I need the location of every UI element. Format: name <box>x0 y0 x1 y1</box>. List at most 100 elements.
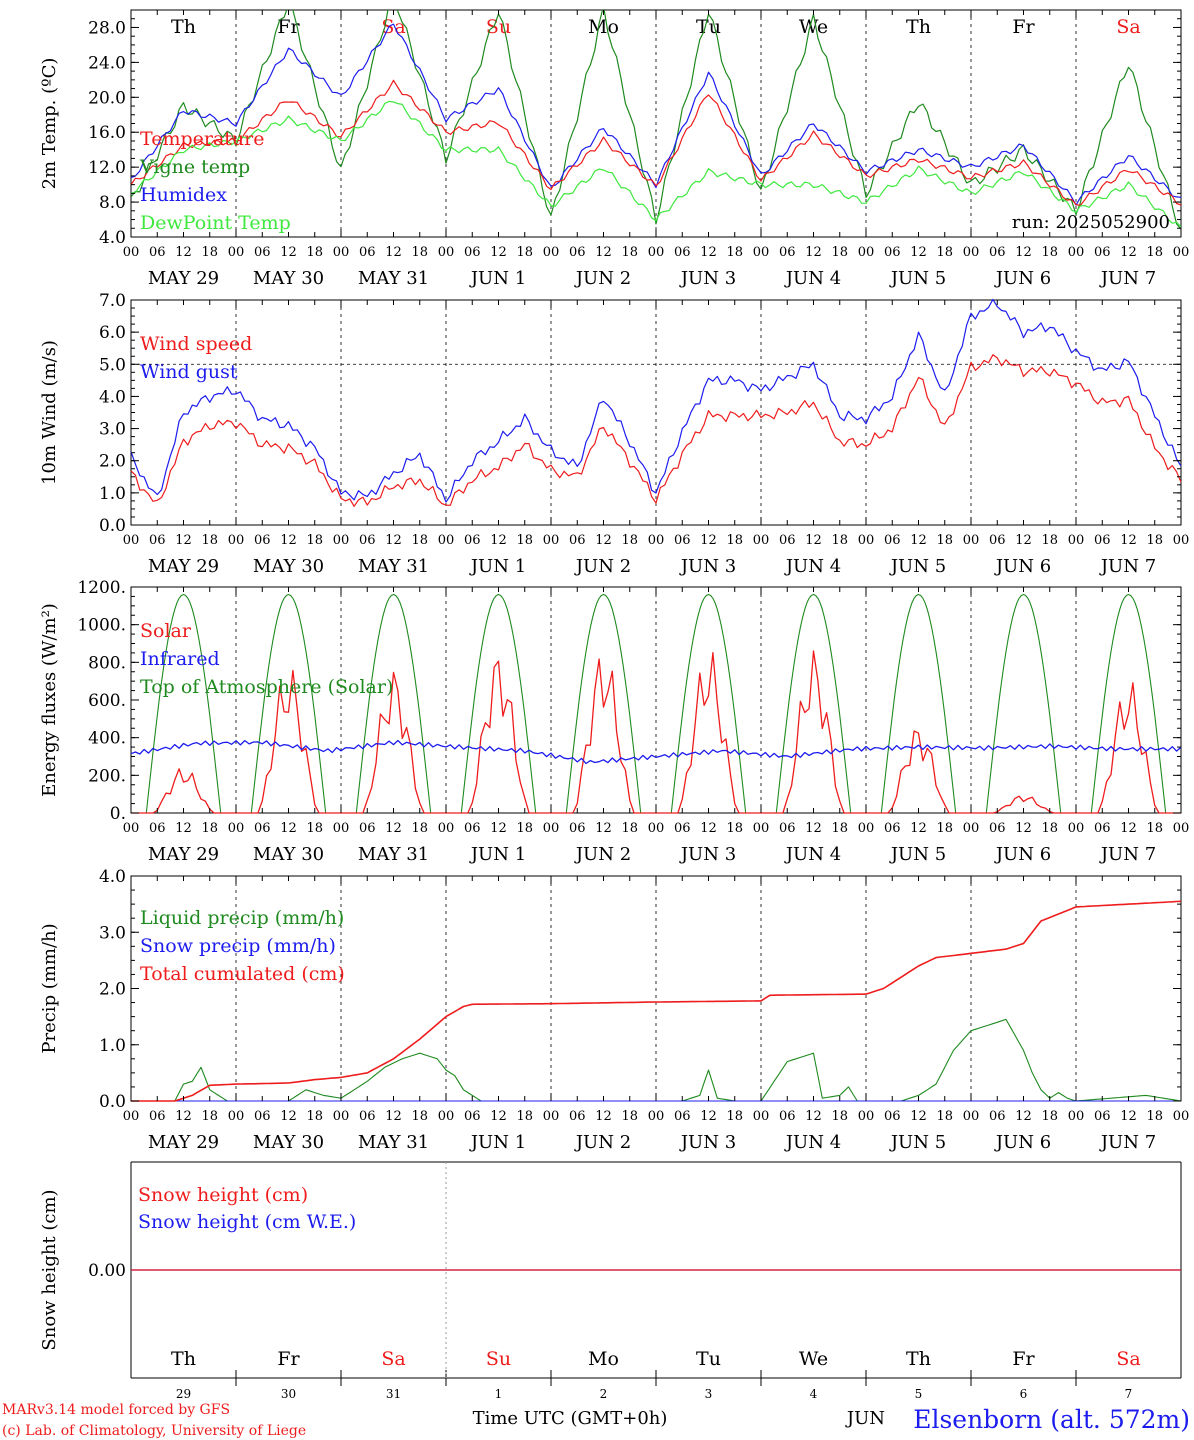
hour-tick-label: 12 <box>700 245 717 260</box>
wind-series <box>130 298 1182 507</box>
hour-tick-label: 00 <box>543 533 560 548</box>
series-temperature <box>131 79 1181 207</box>
y-tick-label: 400. <box>88 729 126 749</box>
hour-tick-label: 00 <box>648 245 665 260</box>
hour-tick-label: 12 <box>910 821 927 836</box>
hour-tick-label: 12 <box>700 821 717 836</box>
legend-liquid-precip-mm-h: Liquid precip (mm/h) <box>140 907 344 929</box>
date-label: MAY 30 <box>253 1132 324 1153</box>
date-label: JUN 1 <box>469 268 526 289</box>
hour-tick-label: 12 <box>490 245 507 260</box>
hour-tick-label: 12 <box>280 245 297 260</box>
hour-tick-label: 18 <box>621 1109 638 1124</box>
energy-panel: 0. 200. 400. 600. 800. 1000. 1200. Energy fluxe… <box>39 578 1189 865</box>
y-tick-label: 600. <box>88 691 126 711</box>
hour-tick-label: 00 <box>858 533 875 548</box>
y-tick-label: 20.0 <box>88 88 126 108</box>
y-axis: 4.0 8.0 12.0 16.0 20.0 24.0 28.0 <box>88 9 1181 248</box>
date-label: MAY 29 <box>148 268 219 289</box>
y-tick-label: 3.0 <box>99 420 126 440</box>
weekday-label: Th <box>171 1348 196 1370</box>
weekday-label: Fr <box>277 1348 300 1370</box>
y-tick-label: 0.0 <box>99 516 126 536</box>
weekday-label: Su <box>486 16 511 38</box>
date-label: JUN 4 <box>784 844 841 865</box>
y-tick-label: 3.0 <box>99 923 126 943</box>
hour-tick-label: 00 <box>123 245 140 260</box>
hour-tick-label: 12 <box>175 821 192 836</box>
model-credit: MARv3.14 model forced by GFS <box>2 1402 230 1418</box>
legend-wind-gust: Wind gust <box>140 361 238 383</box>
hour-tick-label: 00 <box>858 821 875 836</box>
precip-panel: 0.0 1.0 2.0 3.0 4.0 Precip (mm/h) 00 06 12 18 00 06… <box>39 867 1189 1153</box>
hour-tick-label: 18 <box>1041 821 1058 836</box>
hour-tick-label: 18 <box>306 245 323 260</box>
y-axis: 0.0 1.0 2.0 3.0 4.0 <box>99 867 1181 1112</box>
date-label: JUN 7 <box>1099 844 1156 865</box>
hour-tick-label: 00 <box>438 1109 455 1124</box>
date-label: JUN 3 <box>679 556 736 577</box>
day-number-label: 5 <box>915 1387 923 1401</box>
hour-tick-label: 12 <box>910 245 927 260</box>
hour-tick-label: 06 <box>674 245 691 260</box>
hour-tick-label: 00 <box>438 245 455 260</box>
hour-tick-label: 18 <box>1041 533 1058 548</box>
hour-tick-label: 18 <box>1146 533 1163 548</box>
hour-tick-label: 00 <box>753 245 770 260</box>
legend-total-cumulated-cm: Total cumulated (cm) <box>140 963 345 985</box>
hour-tick-label: 12 <box>175 533 192 548</box>
hour-tick-label: 06 <box>254 821 271 836</box>
copyright-credit: (c) Lab. of Climatology, University of L… <box>2 1423 306 1439</box>
hour-tick-label: 06 <box>254 533 271 548</box>
date-label: JUN 6 <box>994 844 1051 865</box>
date-label: JUN 6 <box>994 1132 1051 1153</box>
date-label: JUN 2 <box>574 844 631 865</box>
hour-tick-label: 00 <box>858 1109 875 1124</box>
time-axis: 00 06 12 18 00 06 12 18 00 06 12 18 00 06 12 18 00 06 12 18… <box>123 587 1189 865</box>
hour-tick-label: 00 <box>543 245 560 260</box>
hour-tick-label: 06 <box>254 1109 271 1124</box>
date-label: JUN 5 <box>889 268 946 289</box>
hour-tick-label: 00 <box>1068 245 1085 260</box>
day-number-label: 31 <box>386 1387 401 1401</box>
weekday-label: Su <box>486 1348 511 1370</box>
hour-tick-label: 18 <box>936 1109 953 1124</box>
hour-tick-label: 00 <box>753 533 770 548</box>
y-tick-label: 0.00 <box>88 1261 126 1281</box>
hour-tick-label: 00 <box>123 821 140 836</box>
hour-tick-label: 06 <box>779 245 796 260</box>
hour-tick-label: 12 <box>805 821 822 836</box>
date-label: JUN 2 <box>574 268 631 289</box>
hour-tick-label: 18 <box>621 245 638 260</box>
hour-tick-label: 00 <box>1068 533 1085 548</box>
legend-vigne-temp: Vigne temp <box>139 156 250 178</box>
hour-tick-label: 00 <box>228 821 245 836</box>
hour-tick-label: 18 <box>831 821 848 836</box>
hour-tick-label: 06 <box>569 821 586 836</box>
precip-series <box>131 900 1182 1102</box>
date-label: JUN 1 <box>469 556 526 577</box>
date-label: JUN 2 <box>574 1132 631 1153</box>
series-total-cumulated-cm <box>131 900 1182 1102</box>
hour-tick-label: 12 <box>1015 245 1032 260</box>
legend-wind-speed: Wind speed <box>140 333 252 355</box>
hour-tick-label: 18 <box>516 1109 533 1124</box>
y-tick-label: 4.0 <box>99 228 126 248</box>
hour-tick-label: 12 <box>490 1109 507 1124</box>
y-tick-label: 1.0 <box>99 1036 126 1056</box>
hour-tick-label: 06 <box>884 533 901 548</box>
hour-tick-label: 00 <box>543 821 560 836</box>
hour-tick-label: 12 <box>280 821 297 836</box>
date-label: JUN 4 <box>784 1132 841 1153</box>
weekday-label: Tu <box>696 16 721 38</box>
hour-tick-label: 00 <box>648 821 665 836</box>
date-label: JUN 3 <box>679 844 736 865</box>
hour-tick-label: 18 <box>831 1109 848 1124</box>
hour-tick-label: 00 <box>963 1109 980 1124</box>
hour-tick-label: 18 <box>1146 245 1163 260</box>
hour-tick-label: 06 <box>359 533 376 548</box>
hour-tick-label: 12 <box>910 1109 927 1124</box>
day-number-label: 7 <box>1125 1387 1133 1401</box>
time-axis: 00 06 12 18 00 06 12 18 00 06 12 18 00 06 12 18 00 06 12 18… <box>123 10 1189 289</box>
